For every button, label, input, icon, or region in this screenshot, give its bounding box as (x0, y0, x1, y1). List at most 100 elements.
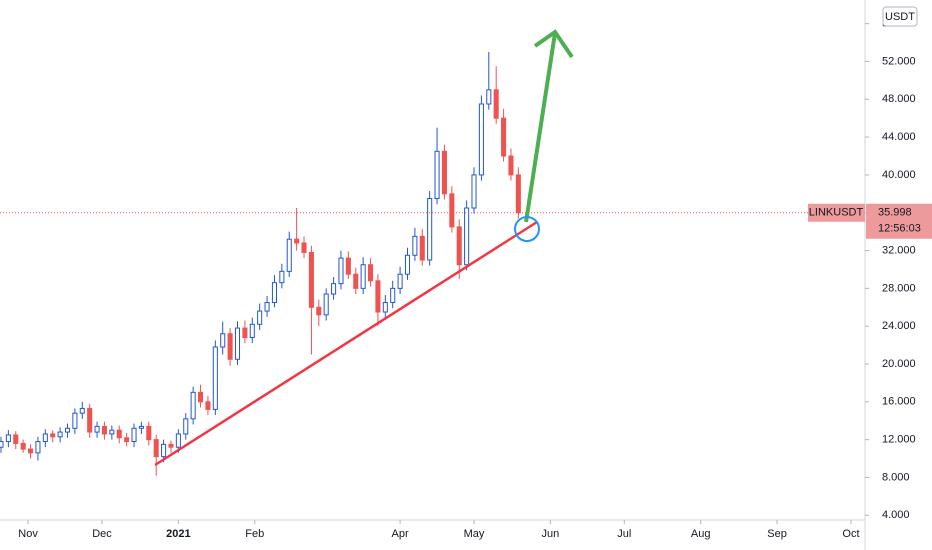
candle-body (116, 429, 122, 439)
arrow-head (533, 29, 574, 59)
x-tick-label: Nov (18, 528, 38, 540)
y-tick-label: 16.000 (882, 396, 916, 408)
candle-body (87, 407, 93, 433)
y-tick-label: 12.000 (882, 434, 916, 446)
axes: 4.000 8.000 12.000 16.000 20.000 24.000 28.000… (18, 18, 915, 540)
candle-body (404, 254, 411, 275)
candle-body (131, 427, 137, 443)
x-tick-label: Dec (92, 528, 112, 540)
candle-body (35, 441, 41, 454)
candle-body (375, 280, 381, 313)
candle-body (449, 193, 455, 228)
candle-body (94, 425, 100, 433)
price-tag (866, 203, 932, 239)
candle-body (279, 270, 285, 284)
candle-body (5, 434, 11, 443)
x-tick-label: 2021 (166, 528, 190, 540)
candle-body (227, 333, 233, 360)
candle-body (20, 442, 26, 450)
symbol-label: LINKUSDT (809, 207, 864, 219)
candle-body (427, 198, 433, 261)
y-tick-label: 52.000 (882, 55, 916, 67)
symbol-tag (808, 203, 865, 222)
candle-body (13, 434, 19, 444)
candle-body (471, 174, 477, 209)
candle-body (360, 264, 366, 289)
y-tick-label: 24.000 (882, 320, 916, 332)
x-tick-label: May (464, 528, 485, 540)
candle-body (308, 251, 314, 308)
candle-body (138, 425, 144, 429)
candle-body (153, 439, 159, 458)
candle-body (412, 235, 418, 256)
trend-line (154, 220, 538, 467)
candle-body (249, 323, 255, 339)
candle-body (338, 257, 344, 285)
candle-body (242, 327, 248, 339)
candle-body (183, 418, 189, 435)
candle-body (397, 273, 403, 289)
candle-body (205, 401, 211, 410)
candle-body (57, 431, 63, 438)
y-tick-label: 32.000 (882, 244, 916, 256)
candle-body (478, 103, 484, 176)
y-tick-label: 4.000 (882, 509, 910, 521)
y-tick-label: 44.000 (882, 131, 916, 143)
candle-body (146, 425, 152, 441)
x-tick-label: Sep (767, 528, 787, 540)
arrow-shaft (524, 32, 557, 223)
currency-tag (882, 6, 918, 27)
candle-body (264, 302, 270, 312)
candle-body (271, 282, 277, 304)
candle-body (434, 150, 440, 200)
candle-body (50, 433, 56, 438)
countdown-label: 12:56:03 (878, 223, 921, 235)
x-tick-label: Oct (842, 528, 859, 540)
candle-body (109, 429, 115, 435)
candle-body (190, 391, 196, 420)
candle-body (323, 293, 329, 316)
candle-body (220, 333, 226, 348)
candle-body (382, 302, 388, 313)
y-tick-label: 48.000 (882, 93, 916, 105)
candle-body (486, 89, 492, 105)
x-tick-label: Feb (245, 528, 264, 540)
overlay: LINKUSDT 35.998 12:56:03 USDT (0, 6, 932, 239)
candle-body (441, 150, 447, 195)
candle-body (161, 443, 167, 458)
x-tick-label: Jun (542, 528, 560, 540)
candle-body (79, 407, 85, 414)
candle-body (368, 264, 374, 282)
highlight-circle (514, 216, 540, 242)
y-tick-label: 8.000 (882, 471, 910, 483)
currency-label: USDT (885, 11, 915, 23)
candle-body (515, 174, 521, 214)
candle-body (419, 235, 425, 261)
candle-body (316, 306, 322, 316)
candle-body (464, 207, 470, 266)
candle-body (198, 391, 204, 403)
y-tick-label: 20.000 (882, 358, 916, 370)
candle-body (212, 346, 218, 410)
candle-body (175, 433, 181, 448)
candle-body (42, 433, 48, 443)
candle-body (301, 242, 307, 253)
candle-body (353, 273, 359, 289)
candle-body (28, 448, 34, 454)
candle-body (0, 441, 4, 448)
candle-body (508, 155, 514, 176)
candle-body (294, 238, 300, 244)
candle-body (101, 425, 107, 435)
candle-body (168, 443, 174, 448)
candle-body (257, 310, 263, 325)
candle-body (390, 287, 396, 304)
candle-body (124, 437, 130, 443)
x-tick-label: Aug (691, 528, 711, 540)
candle-body (64, 427, 71, 433)
candle-body (72, 412, 78, 429)
x-tick-label: Jul (617, 528, 631, 540)
candles (0, 52, 521, 476)
y-tick-label: 40.000 (882, 169, 916, 181)
candle-body (501, 117, 507, 157)
y-tick-label: 28.000 (882, 282, 916, 294)
